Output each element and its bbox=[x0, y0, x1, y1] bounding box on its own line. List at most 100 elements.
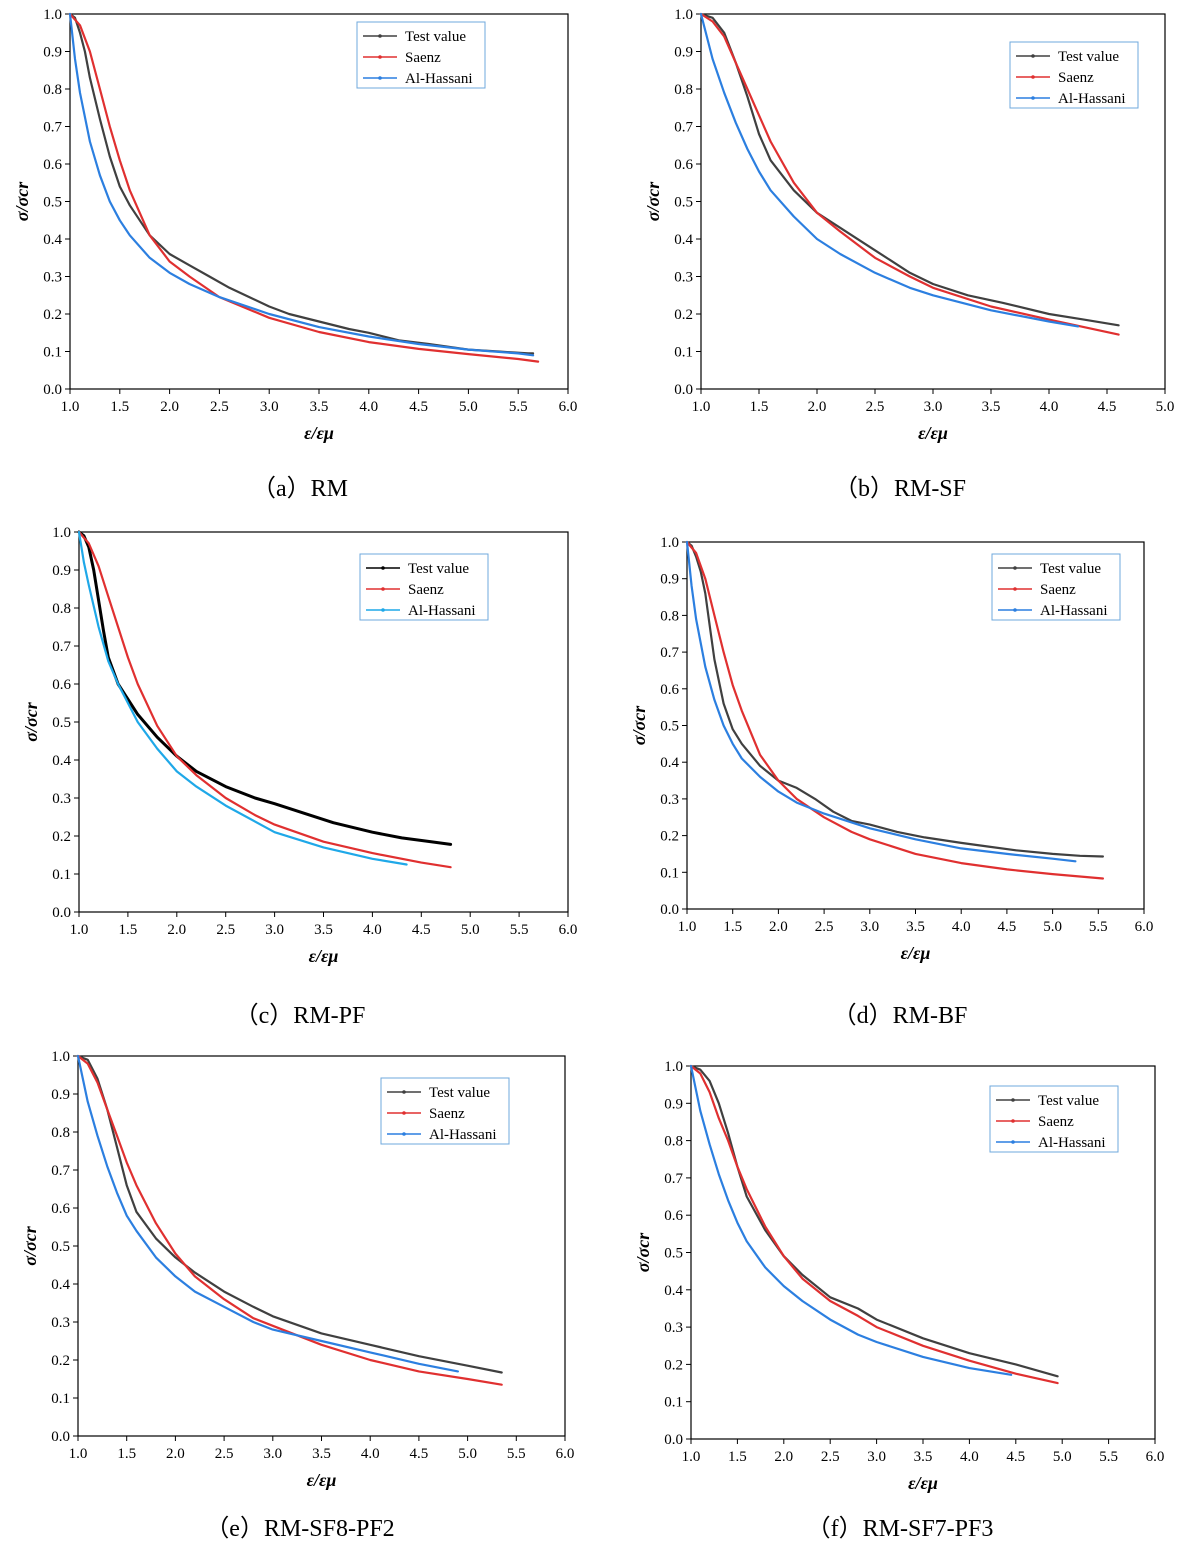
x-tick-label: 4.5 bbox=[998, 919, 1017, 935]
legend-label-test-value: Test value bbox=[405, 29, 466, 45]
x-tick-label: 4.0 bbox=[363, 922, 382, 938]
legend-marker-al-hassani bbox=[378, 76, 382, 80]
x-tick-label: 5.5 bbox=[1099, 1449, 1118, 1465]
x-tick-label: 2.5 bbox=[216, 922, 235, 938]
x-tick-label: 2.0 bbox=[160, 399, 179, 415]
legend-label-saenz: Saenz bbox=[1058, 70, 1094, 86]
x-tick-label: 3.5 bbox=[314, 922, 333, 938]
y-tick-label: 0.6 bbox=[43, 157, 62, 173]
y-tick-label: 0.0 bbox=[674, 382, 693, 398]
caption-e: （e）RM-SF8-PF2 bbox=[205, 1516, 395, 1542]
y-tick-label: 0.4 bbox=[660, 755, 679, 771]
series-line-al-hassani bbox=[685, 540, 1077, 863]
y-tick-label: 0.2 bbox=[674, 307, 693, 323]
x-axis-label: ε/εμ bbox=[901, 943, 931, 963]
x-tick-label: 1.5 bbox=[110, 399, 129, 415]
caption-c: （c）RM-PF bbox=[234, 1003, 366, 1029]
y-tick-label: 0.6 bbox=[664, 1208, 683, 1224]
y-tick-label: 0.3 bbox=[51, 1315, 70, 1331]
y-tick-label: 0.2 bbox=[52, 829, 71, 845]
x-tick-label: 3.0 bbox=[860, 919, 879, 935]
x-tick-label: 4.5 bbox=[412, 922, 431, 938]
legend-marker-saenz bbox=[381, 587, 385, 591]
series-line-test-value bbox=[685, 540, 1104, 858]
series-line-saenz bbox=[77, 530, 452, 869]
y-tick-label: 0.1 bbox=[674, 345, 693, 361]
y-tick-label: 1.0 bbox=[660, 535, 679, 551]
y-tick-label: 1.0 bbox=[52, 525, 71, 541]
legend-marker-test-value bbox=[381, 566, 385, 570]
x-tick-label: 4.0 bbox=[1040, 399, 1059, 415]
y-tick-label: 0.6 bbox=[52, 677, 71, 693]
series-line-saenz bbox=[689, 1064, 1059, 1385]
caption-f: （f）RM-SF7-PF3 bbox=[806, 1516, 994, 1542]
x-tick-label: 2.0 bbox=[167, 922, 186, 938]
y-tick-label: 0.7 bbox=[52, 639, 71, 655]
y-tick-label: 0.1 bbox=[664, 1395, 683, 1411]
legend-box bbox=[359, 553, 489, 621]
y-tick-label: 0.2 bbox=[660, 829, 679, 845]
y-tick-label: 0.4 bbox=[51, 1277, 70, 1293]
legend-label-saenz: Saenz bbox=[1040, 582, 1076, 598]
y-tick-label: 0.8 bbox=[674, 82, 693, 98]
y-tick-label: 0.7 bbox=[664, 1171, 683, 1187]
y-tick-label: 0.7 bbox=[660, 645, 679, 661]
y-tick-label: 0.5 bbox=[674, 195, 693, 211]
x-tick-label: 1.0 bbox=[678, 919, 697, 935]
x-axis-label: ε/εμ bbox=[307, 1470, 337, 1490]
y-tick-label: 0.0 bbox=[52, 905, 71, 921]
x-tick-label: 2.0 bbox=[774, 1449, 793, 1465]
x-axis-label: ε/εμ bbox=[309, 946, 339, 966]
x-tick-label: 4.0 bbox=[359, 399, 378, 415]
legend-label-test-value: Test value bbox=[408, 561, 469, 577]
legend-label-al-hassani: Al-Hassani bbox=[1038, 1135, 1106, 1151]
y-tick-label: 0.9 bbox=[660, 572, 679, 588]
chart-d: 1.0 1.5 2.0 2.5 3.0 3.5 4.0 4.5 5.0 5.5 6.0 0.0 0.1 0… bbox=[629, 535, 1153, 963]
legend-label-saenz: Saenz bbox=[405, 50, 441, 66]
x-tick-label: 1.0 bbox=[682, 1449, 701, 1465]
x-tick-label: 1.0 bbox=[70, 922, 89, 938]
x-tick-label: 3.0 bbox=[924, 399, 943, 415]
legend-marker-test-value bbox=[402, 1090, 406, 1094]
series-line-saenz bbox=[685, 540, 1104, 880]
x-axis-label: ε/εμ bbox=[918, 423, 948, 443]
y-tick-label: 0.8 bbox=[664, 1134, 683, 1150]
y-tick-label: 0.0 bbox=[51, 1429, 70, 1445]
y-tick-label: 0.3 bbox=[52, 791, 71, 807]
y-tick-label: 0.2 bbox=[664, 1357, 683, 1373]
y-tick-label: 0.0 bbox=[664, 1432, 683, 1448]
chart-c: 1.0 1.5 2.0 2.5 3.0 3.5 4.0 4.5 5.0 5.5 6.0 0.0 0.1 0… bbox=[21, 525, 577, 966]
x-tick-label: 4.0 bbox=[952, 919, 971, 935]
x-axis-label: ε/εμ bbox=[304, 423, 334, 443]
x-tick-label: 4.0 bbox=[361, 1446, 380, 1462]
y-tick-label: 0.1 bbox=[660, 865, 679, 881]
legend-marker-saenz bbox=[1031, 75, 1035, 79]
y-tick-label: 0.4 bbox=[674, 232, 693, 248]
x-tick-label: 1.0 bbox=[692, 399, 711, 415]
chart-f: 1.0 1.5 2.0 2.5 3.0 3.5 4.0 4.5 5.0 5.5 6.0 0.0 0.1 0… bbox=[633, 1059, 1164, 1493]
y-tick-label: 0.2 bbox=[43, 307, 62, 323]
x-tick-label: 3.0 bbox=[260, 399, 279, 415]
x-tick-label: 2.0 bbox=[769, 919, 788, 935]
legend: Test value Saenz Al-Hassani bbox=[359, 553, 489, 621]
y-tick-label: 0.5 bbox=[664, 1246, 683, 1262]
x-tick-label: 5.5 bbox=[507, 1446, 526, 1462]
x-tick-label: 4.5 bbox=[410, 1446, 429, 1462]
legend-label-test-value: Test value bbox=[429, 1085, 490, 1101]
x-tick-label: 2.5 bbox=[815, 919, 834, 935]
y-tick-label: 0.1 bbox=[52, 867, 71, 883]
y-tick-label: 0.7 bbox=[43, 120, 62, 136]
x-tick-label: 5.0 bbox=[459, 399, 478, 415]
legend: Test value Saenz Al-Hassani bbox=[1009, 41, 1139, 109]
legend-marker-saenz bbox=[402, 1111, 406, 1115]
y-tick-label: 0.0 bbox=[660, 902, 679, 918]
x-tick-label: 5.0 bbox=[1043, 919, 1062, 935]
y-tick-label: 1.0 bbox=[43, 7, 62, 23]
series-line-saenz bbox=[699, 12, 1120, 336]
legend-label-al-hassani: Al-Hassani bbox=[408, 603, 476, 619]
chart-e: 1.0 1.5 2.0 2.5 3.0 3.5 4.0 4.5 5.0 5.5 6.0 0.0 0.1 0… bbox=[20, 1049, 574, 1490]
legend-label-saenz: Saenz bbox=[408, 582, 444, 598]
chart-a: 1.0 1.5 2.0 2.5 3.0 3.5 4.0 4.5 5.0 5.5 6.0 0.0 0.1 0… bbox=[12, 7, 577, 443]
x-tick-label: 1.5 bbox=[723, 919, 742, 935]
y-tick-label: 0.9 bbox=[43, 45, 62, 61]
